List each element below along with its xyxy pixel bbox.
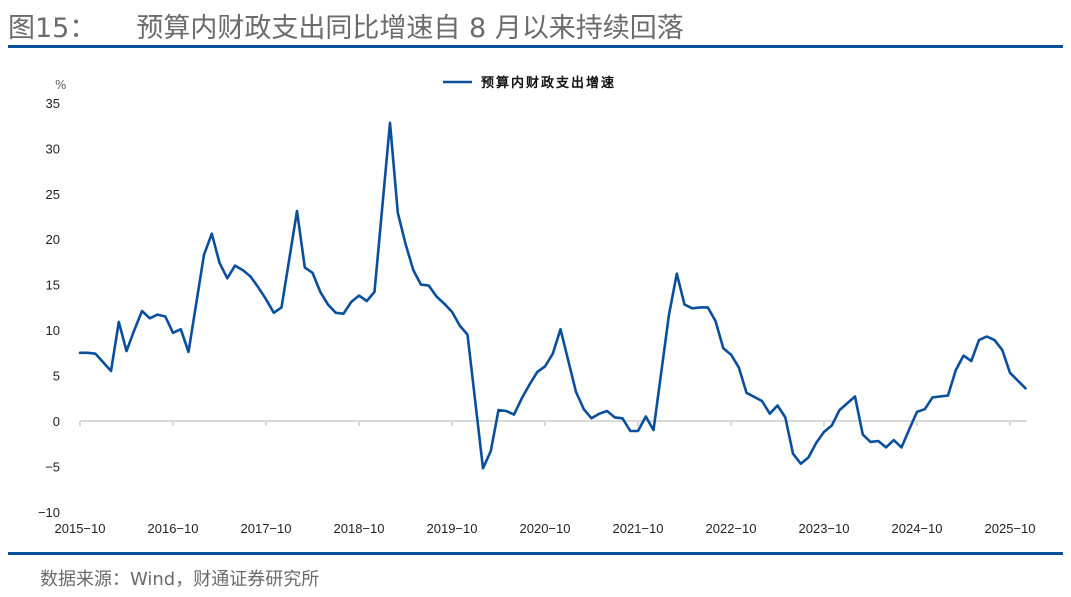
x-tick-label: 2020−10 (520, 521, 571, 536)
y-tick-label: 15 (46, 278, 60, 293)
x-tick-label: 2015−10 (55, 521, 106, 536)
x-tick-label: 2016−10 (148, 521, 199, 536)
footer-divider (8, 552, 1063, 555)
y-tick-label: 10 (46, 323, 60, 338)
y-tick-label: −5 (45, 459, 60, 474)
x-tick-label: 2024−10 (892, 521, 943, 536)
x-tick-label: 2017−10 (241, 521, 292, 536)
figure-number: 图15： (8, 13, 97, 44)
figure-title-text: 预算内财政支出同比增速自 8 月以来持续回落 (136, 13, 684, 44)
legend-label: 预算内财政支出增速 (481, 75, 616, 91)
line-chart: 35 30 25 20 15 10 5 0 −5 −10 % 2015−10 2016−10 2017… (38, 75, 1036, 536)
x-tick-label: 2019−10 (427, 521, 478, 536)
y-tick-label: 30 (46, 141, 60, 156)
y-axis: 35 30 25 20 15 10 5 0 −5 −10 (38, 96, 60, 520)
header-divider (8, 45, 1063, 48)
x-tick-label: 2022−10 (706, 521, 757, 536)
x-axis: 2015−10 2016−10 2017−10 2018−10 2019−10 2020−… (55, 421, 1036, 536)
x-tick-label: 2021−10 (613, 521, 664, 536)
x-tick-label: 2025−10 (985, 521, 1036, 536)
y-tick-label: 25 (46, 187, 60, 202)
source-note: 数据来源：Wind，财通证券研究所 (40, 569, 320, 590)
legend: 预算内财政支出增速 (443, 75, 616, 91)
y-tick-label: 20 (46, 232, 60, 247)
y-tick-label: 5 (53, 369, 60, 384)
y-axis-unit: % (55, 78, 66, 92)
y-tick-label: 35 (46, 96, 60, 111)
y-tick-label: 0 (53, 414, 60, 429)
x-tick-label: 2018−10 (334, 521, 385, 536)
x-tick-label: 2023−10 (799, 521, 850, 536)
figure-header: 图15： 预算内财政支出同比增速自 8 月以来持续回落 (0, 0, 1071, 46)
y-tick-label: −10 (38, 505, 60, 520)
series-line (78, 121, 1027, 470)
figure-title: 图15： 预算内财政支出同比增速自 8 月以来持续回落 (8, 6, 684, 45)
